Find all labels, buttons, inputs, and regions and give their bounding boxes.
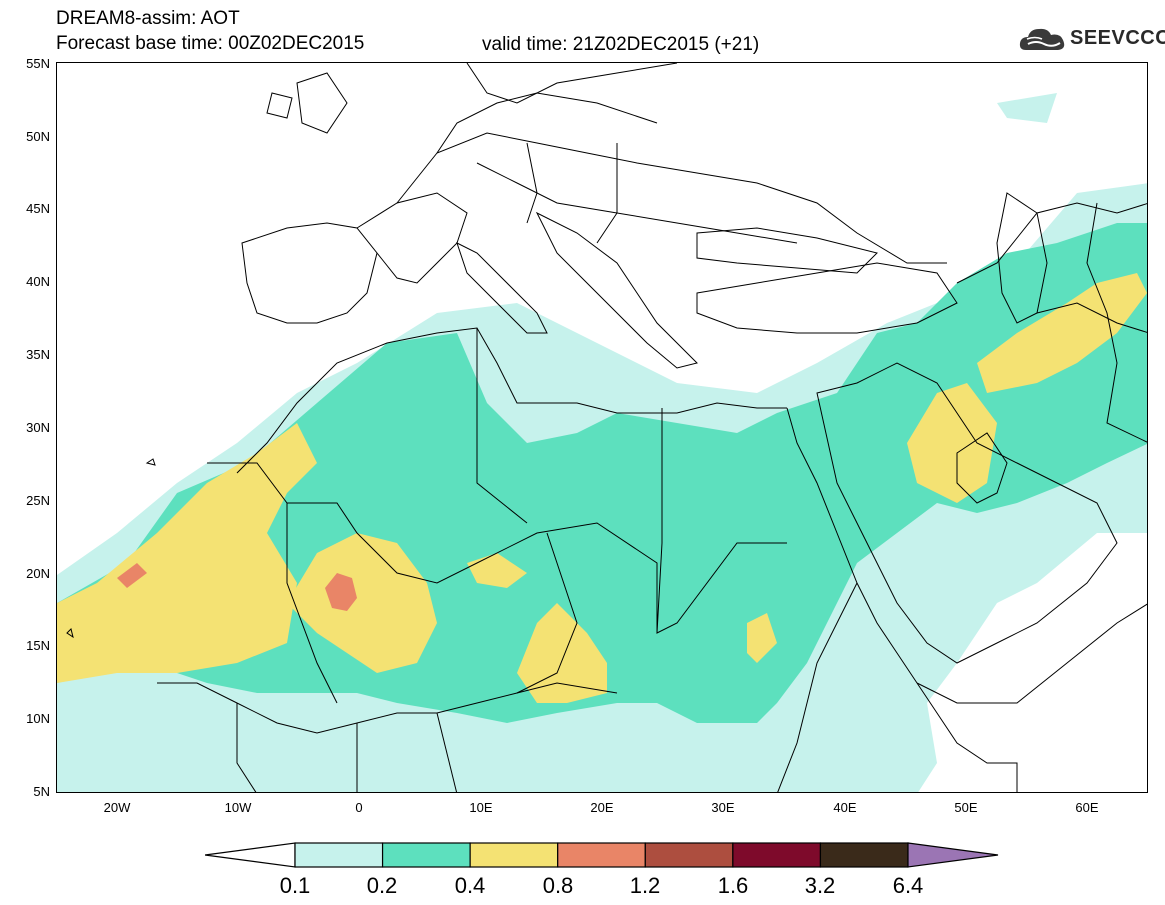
seevccc-logo: SEEVCCC	[1018, 24, 1165, 54]
colorbar-box	[644, 842, 734, 868]
forecast-base-time: Forecast base time: 00Z02DEC2015	[56, 33, 365, 54]
legend-label: 3.2	[804, 873, 836, 898]
lon-label: 20W	[103, 800, 131, 815]
logo-text: SEEVCCC	[1070, 27, 1165, 49]
aot-map-svg	[57, 63, 1147, 792]
colorbar-box	[469, 842, 559, 868]
aot-layer-0.8	[117, 563, 357, 611]
lon-label: 0	[355, 800, 363, 815]
aot-map	[56, 62, 1148, 793]
lat-label: 20N	[26, 566, 50, 581]
colorbar-box	[732, 842, 822, 868]
country-borders	[66, 63, 1147, 792]
lon-label: 30E	[711, 800, 735, 815]
colorbar-over-arrow	[907, 842, 999, 868]
valid-time: valid time: 21Z02DEC2015 (+21)	[482, 34, 760, 55]
lat-label: 5N	[33, 784, 50, 799]
lat-label: 30N	[26, 420, 50, 435]
colorbar-boxes	[294, 842, 909, 868]
colorbar-box	[294, 842, 384, 868]
lat-label: 35N	[26, 347, 50, 362]
lon-label: 20E	[590, 800, 614, 815]
lat-label: 10N	[26, 711, 50, 726]
lon-label: 40E	[833, 800, 857, 815]
lat-label: 55N	[26, 56, 50, 71]
lat-label: 25N	[26, 493, 50, 508]
legend-label: 1.6	[717, 873, 749, 898]
lon-label: 60E	[1075, 800, 1099, 815]
lat-label: 15N	[26, 638, 50, 653]
aot-colorbar	[205, 842, 999, 868]
lon-label: 10W	[224, 800, 252, 815]
lat-label: 45N	[26, 201, 50, 216]
legend-label: 0.1	[279, 873, 311, 898]
cloud-icon	[1019, 28, 1065, 50]
colorbar-box	[557, 842, 646, 868]
lon-label: 10E	[469, 800, 493, 815]
legend-label: 0.2	[366, 873, 398, 898]
legend-label: 0.4	[454, 873, 486, 898]
aot-layer-0.4	[57, 273, 1147, 703]
legend-label: 1.2	[629, 873, 661, 898]
lon-label: 50E	[954, 800, 978, 815]
lat-label: 50N	[26, 129, 50, 144]
colorbar-under-arrow	[205, 842, 296, 868]
colorbar-box	[381, 842, 471, 868]
chart-title: DREAM8-assim: AOT	[56, 8, 240, 29]
legend-label: 0.8	[542, 873, 574, 898]
legend-label: 6.4	[892, 873, 924, 898]
colorbar-box	[819, 842, 909, 868]
lat-label: 40N	[26, 274, 50, 289]
